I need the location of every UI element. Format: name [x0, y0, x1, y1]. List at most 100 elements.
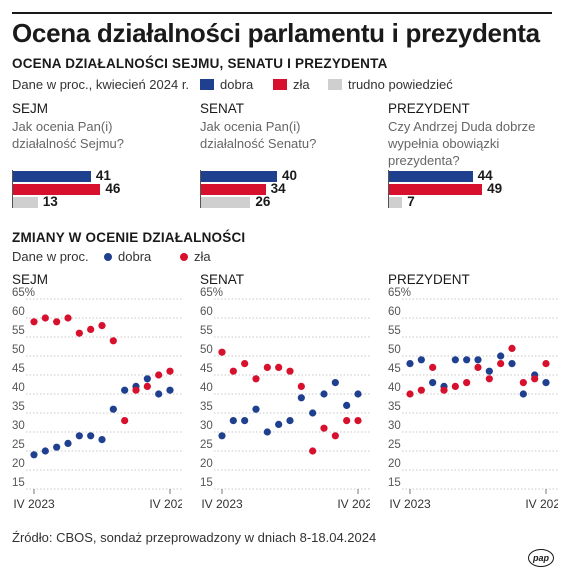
y-tick-label-prezydent-65: 65%: [388, 287, 411, 299]
bar-value-senat-2: 26: [255, 194, 271, 209]
point-prezydent-dobra-8: [497, 352, 505, 360]
point-prezydent-zla-2: [429, 363, 437, 371]
y-tick-label-sejm-30: 30: [12, 420, 25, 432]
x-tick-label-prezydent-0: IV 2023: [389, 497, 431, 511]
y-tick-label-senat-40: 40: [200, 382, 213, 394]
bar-value-sejm-2: 13: [42, 194, 58, 209]
bar-panel-title-sejm: SEJM: [12, 101, 49, 116]
bar-senat-2: [201, 197, 251, 208]
bar-panel-question-sejm: Jak ocenia Pan(i) działalność Sejmu?: [12, 119, 125, 151]
y-tick-label-senat-60: 60: [200, 306, 213, 318]
point-senat-zla-1: [229, 367, 237, 375]
scatter-plot-senat: 15 20 25 30 35 40 45 50 55 60 65% IV 2023 IV 2024: [200, 287, 370, 511]
point-sejm-dobra-10: [143, 375, 151, 383]
bar-value-prezydent-1: 49: [487, 181, 503, 196]
bar-panel-title-prezydent: PREZYDENT: [388, 101, 470, 116]
scatter-panel-title-prezydent: PREZYDENT: [388, 272, 470, 287]
point-sejm-zla-7: [109, 337, 117, 345]
point-sejm-dobra-3: [64, 439, 72, 447]
point-prezydent-zla-1: [417, 386, 425, 394]
point-prezydent-dobra-9: [508, 360, 516, 368]
point-senat-dobra-5: [275, 420, 283, 428]
point-sejm-dobra-4: [75, 432, 83, 440]
point-sejm-zla-9: [132, 386, 140, 394]
legend-swatch-zla: [273, 79, 287, 90]
bar-value-prezydent-2: 7: [407, 194, 415, 209]
point-senat-zla-7: [297, 382, 305, 390]
legend-swatch-dobra: [200, 79, 214, 90]
point-sejm-dobra-6: [98, 436, 106, 444]
point-prezydent-zla-5: [463, 379, 471, 387]
legend-label-dobra: dobra: [220, 77, 254, 92]
y-tick-label-sejm-50: 50: [12, 344, 25, 356]
point-prezydent-dobra-4: [451, 356, 459, 364]
bar-panel-question-prezydent: Czy Andrzej Duda dobrze wypełnia obowiąz…: [388, 119, 536, 168]
point-sejm-zla-10: [143, 382, 151, 390]
y-tick-label-senat-35: 35: [200, 401, 213, 413]
point-sejm-dobra-0: [30, 451, 38, 459]
point-senat-zla-12: [354, 417, 362, 425]
point-prezydent-dobra-12: [542, 379, 550, 387]
point-senat-dobra-10: [331, 379, 339, 387]
y-tick-label-sejm-35: 35: [12, 401, 25, 413]
point-sejm-zla-3: [64, 314, 72, 322]
section2-note: Dane w proc.: [12, 249, 89, 264]
y-tick-label-sejm-15: 15: [12, 477, 25, 489]
point-sejm-zla-6: [98, 322, 106, 330]
legend-trudno: trudno powiedzieć: [328, 77, 453, 92]
point-prezydent-dobra-7: [485, 367, 493, 375]
bar-value-prezydent-0: 44: [477, 168, 493, 183]
point-senat-zla-6: [286, 367, 294, 375]
x-tick-label-sejm-0: IV 2023: [13, 497, 55, 511]
y-tick-label-prezydent-40: 40: [388, 382, 401, 394]
y-tick-label-sejm-40: 40: [12, 382, 25, 394]
legend-label-zla: zła: [293, 77, 310, 92]
point-senat-dobra-8: [309, 409, 317, 417]
point-senat-zla-0: [218, 348, 226, 356]
scatter-panel-title-sejm: SEJM: [12, 272, 49, 287]
point-prezydent-zla-7: [485, 375, 493, 383]
section1-note: Dane w proc., kwiecień 2024 r.: [12, 77, 190, 92]
y-tick-label-senat-20: 20: [200, 458, 213, 470]
y-tick-label-prezydent-60: 60: [388, 306, 401, 318]
bar-sejm-2: [13, 197, 38, 208]
y-tick-label-prezydent-50: 50: [388, 344, 401, 356]
point-sejm-zla-1: [41, 314, 49, 322]
legend-zla: zła: [273, 77, 310, 92]
scatter-plot-sejm: 15 20 25 30 35 40 45 50 55 60 65% IV 2023 IV 2024: [12, 287, 182, 511]
x-tick-label-prezydent-1: IV 2024: [525, 497, 558, 511]
bar-value-sejm-0: 41: [95, 168, 111, 183]
page-title: Ocena działalności parlamentu i prezyden…: [12, 18, 540, 48]
pap-logo: pap: [528, 549, 554, 567]
bar-senat-0: [201, 171, 277, 182]
point-senat-zla-11: [343, 417, 351, 425]
point-senat-zla-2: [241, 360, 249, 368]
point-sejm-zla-11: [155, 371, 163, 379]
y-tick-label-prezydent-20: 20: [388, 458, 401, 470]
y-tick-label-senat-30: 30: [200, 420, 213, 432]
source-note: Źródło: CBOS, sondaż przeprowadzony w dn…: [12, 530, 377, 545]
section1-title: OCENA DZIAŁALNOŚCI SEJMU, SENATU I PREZY…: [12, 56, 388, 71]
y-tick-label-senat-50: 50: [200, 344, 213, 356]
bar-senat-1: [201, 184, 266, 195]
point-senat-dobra-2: [241, 417, 249, 425]
bar-value-senat-1: 34: [270, 181, 286, 196]
point-prezydent-zla-11: [531, 375, 539, 383]
y-tick-label-prezydent-15: 15: [388, 477, 401, 489]
y-tick-label-sejm-65: 65%: [12, 287, 35, 299]
top-rule: [12, 12, 552, 14]
point-sejm-dobra-5: [87, 432, 95, 440]
point-senat-dobra-9: [320, 390, 328, 398]
point-sejm-dobra-2: [53, 443, 61, 451]
point-senat-zla-8: [309, 447, 317, 455]
bar-axis-senat: [200, 170, 201, 208]
legend-dot-zla: zła: [180, 249, 211, 264]
bar-axis-prezydent: [388, 170, 389, 208]
point-senat-zla-10: [331, 432, 339, 440]
bar-value-sejm-1: 46: [105, 181, 121, 196]
point-senat-dobra-0: [218, 432, 226, 440]
point-prezydent-dobra-10: [519, 390, 527, 398]
scatter-panel-title-senat: SENAT: [200, 272, 245, 287]
point-sejm-zla-0: [30, 318, 38, 326]
scatter-plot-prezydent: 15 20 25 30 35 40 45 50 55 60 65% IV 2023 IV 2024: [388, 287, 558, 511]
